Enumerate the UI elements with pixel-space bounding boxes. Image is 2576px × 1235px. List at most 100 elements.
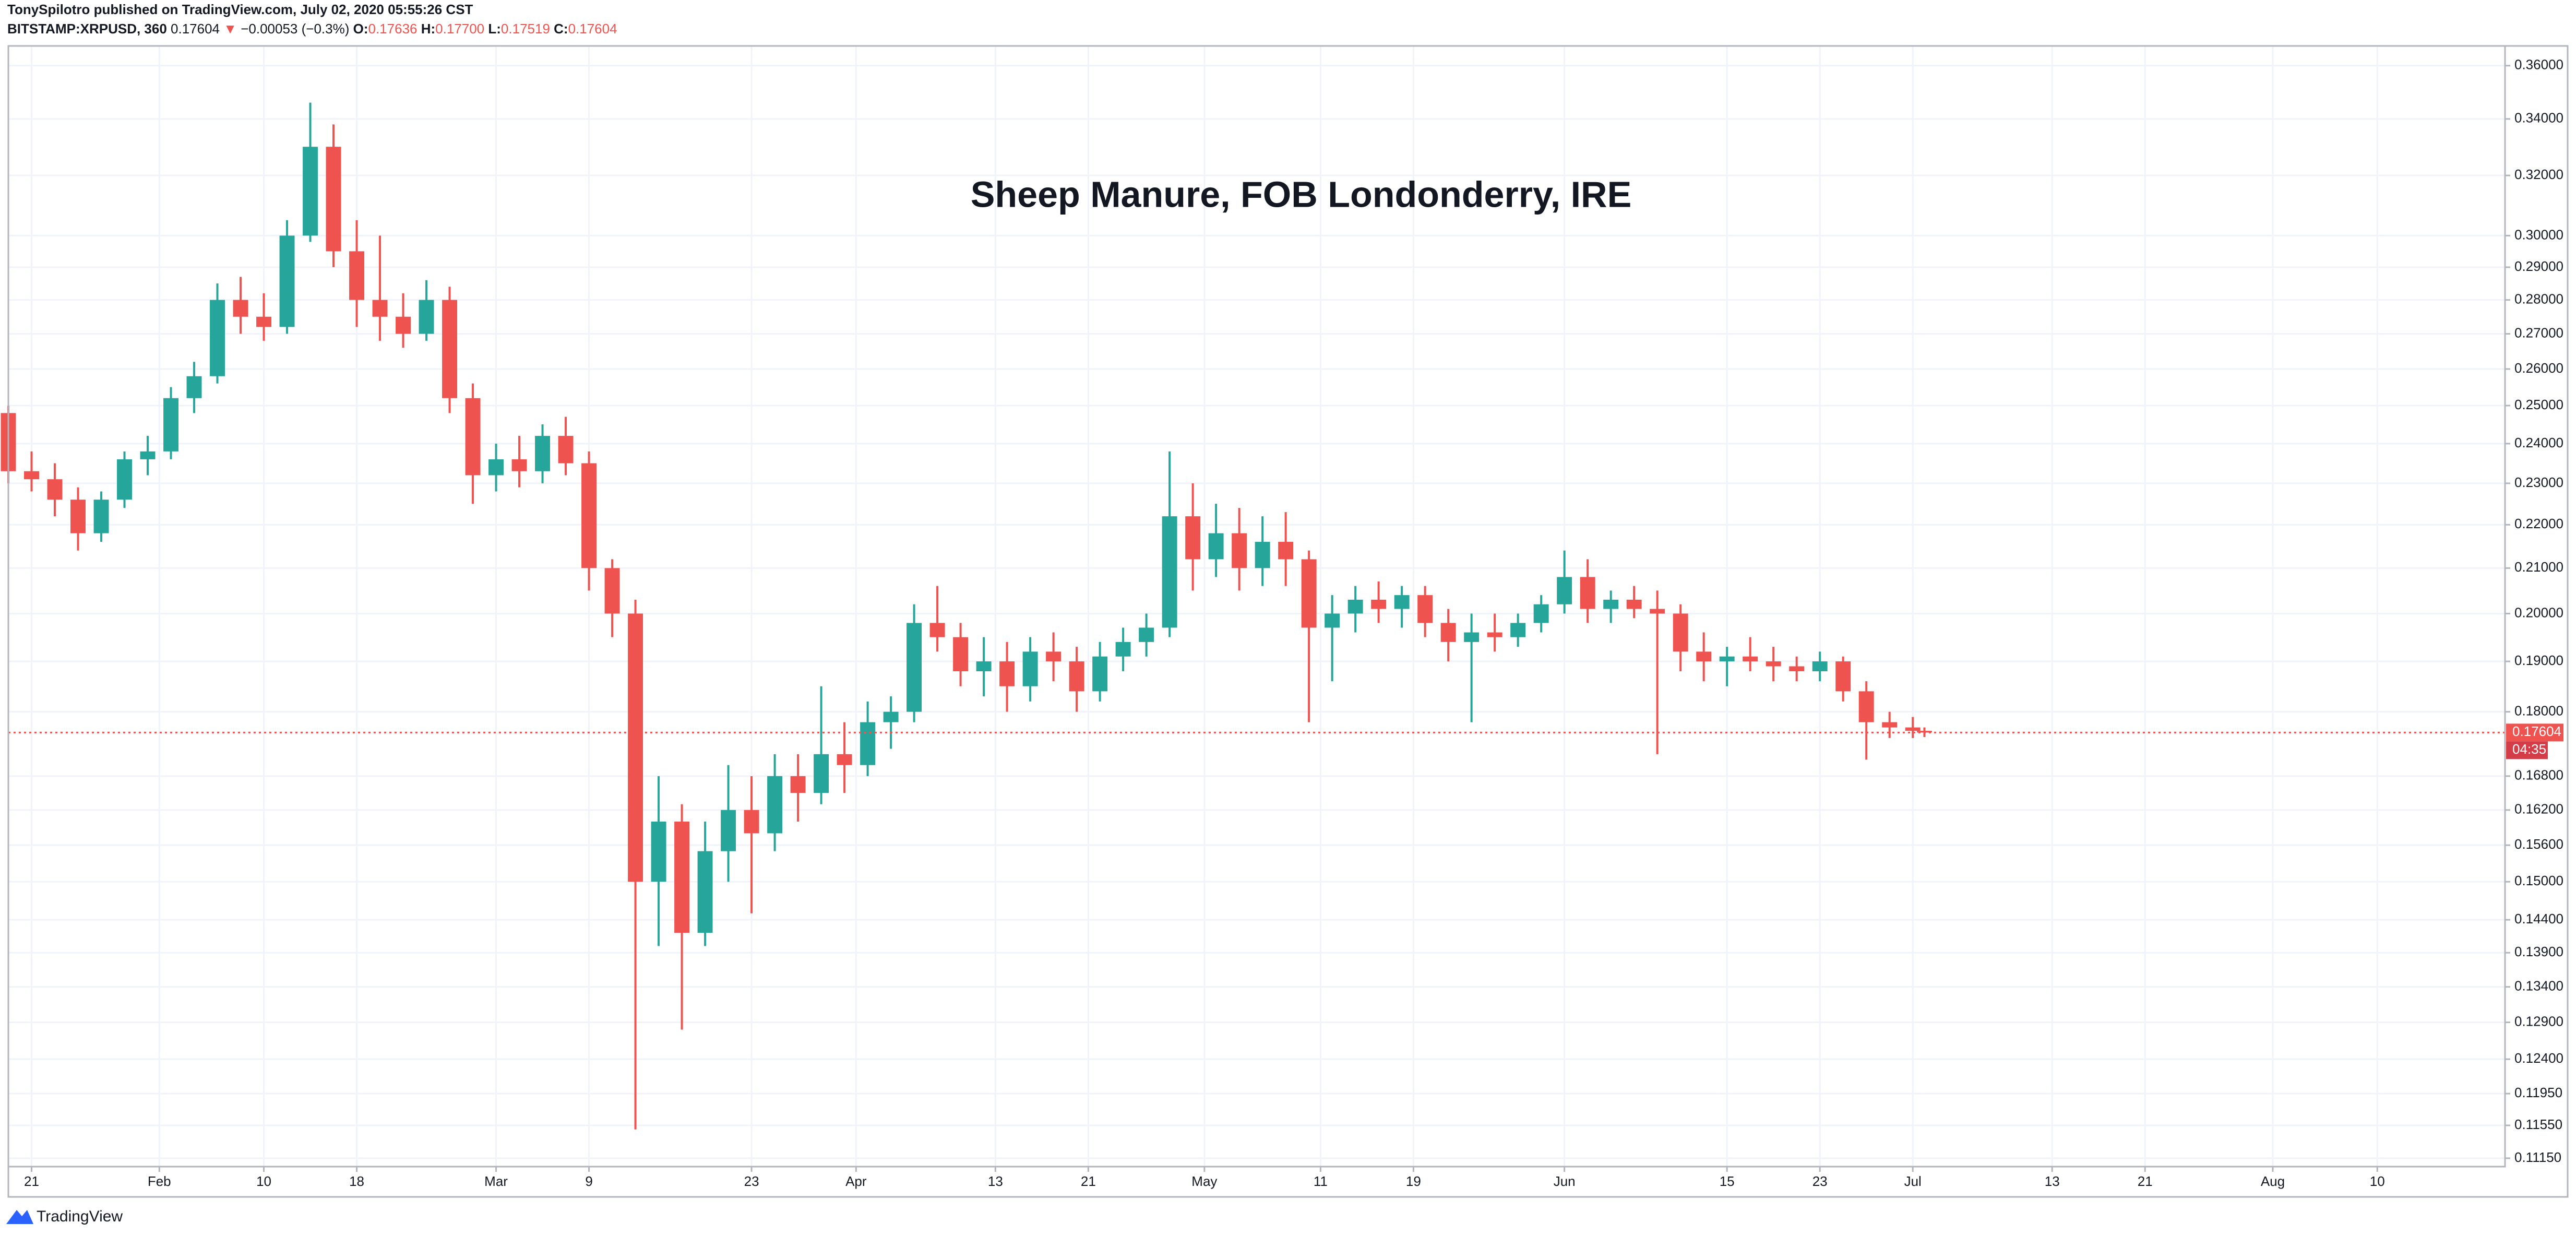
- candle-body: [93, 500, 109, 533]
- candle-body: [372, 300, 388, 317]
- candle-body: [883, 711, 899, 722]
- x-tick-label: Jul: [1904, 1173, 1922, 1189]
- candle-body: [1347, 599, 1363, 614]
- candle-body: [767, 776, 783, 834]
- candle-body: [1696, 651, 1712, 662]
- brand-logo: TradingView: [6, 1208, 123, 1225]
- x-tick-label: 15: [1720, 1173, 1735, 1189]
- candle-body: [1394, 595, 1410, 609]
- x-tick-label: 19: [1406, 1173, 1421, 1189]
- candle-body: [233, 300, 248, 317]
- candle-body: [721, 810, 736, 851]
- y-tick-label: 0.18000: [2514, 703, 2563, 719]
- change: −0.00053 (−0.3%): [241, 21, 349, 37]
- candle-body: [1417, 595, 1433, 623]
- y-tick-label: 0.20000: [2514, 604, 2563, 620]
- candle-body: [163, 398, 178, 452]
- x-tick-label: 9: [585, 1173, 592, 1189]
- y-tick-label: 0.32000: [2514, 167, 2563, 182]
- candle-body: [837, 754, 852, 765]
- candle-body: [1766, 661, 1781, 667]
- ohlc-label: O:: [353, 21, 368, 37]
- candle-body: [558, 436, 574, 464]
- y-tick-label: 0.12400: [2514, 1050, 2563, 1066]
- ohlc-label: H:: [421, 21, 435, 37]
- candle-body: [651, 821, 666, 882]
- ohlc-value: 0.17604: [568, 21, 617, 37]
- y-tick-label: 0.36000: [2514, 57, 2563, 73]
- candle-body: [1603, 599, 1619, 609]
- candle-body: [1557, 577, 1572, 604]
- candle-body: [674, 821, 690, 933]
- candle-body: [953, 637, 969, 671]
- candle-body: [1232, 533, 1247, 568]
- x-tick-label: May: [1191, 1173, 1217, 1189]
- candle-body: [1812, 661, 1828, 671]
- candle-body: [1464, 632, 1480, 642]
- candle-body: [349, 251, 364, 300]
- y-tick-label: 0.19000: [2514, 652, 2563, 668]
- y-tick-label: 0.15000: [2514, 873, 2563, 888]
- candle-body: [929, 623, 945, 637]
- x-tick-label: Aug: [2261, 1173, 2285, 1189]
- ohlc-label: C:: [554, 21, 568, 37]
- ohlc-value: 0.17636: [368, 21, 418, 37]
- countdown-tag: [2506, 741, 2548, 759]
- candle-body: [1069, 661, 1084, 692]
- candle-body: [210, 300, 225, 376]
- candle-body: [1255, 542, 1270, 568]
- logo-icon: [6, 1210, 33, 1224]
- candle-body: [1162, 516, 1177, 628]
- y-tick-label: 0.27000: [2514, 325, 2563, 340]
- candle-body: [744, 810, 759, 834]
- x-tick-label: Mar: [484, 1173, 508, 1189]
- candle-body: [697, 851, 713, 933]
- candle-body: [1139, 627, 1154, 642]
- ohlc-value: 0.17700: [435, 21, 484, 37]
- candle-body: [604, 568, 620, 614]
- x-tick-label: 11: [1314, 1173, 1328, 1189]
- x-tick-label: 18: [349, 1173, 364, 1189]
- candle-body: [1789, 666, 1805, 671]
- y-tick-label: 0.13900: [2514, 944, 2563, 959]
- arrow: ▼: [223, 21, 237, 37]
- candle-body: [581, 463, 597, 568]
- candle-body: [1046, 651, 1062, 662]
- candle-body: [1185, 516, 1201, 560]
- outer-frame: [7, 45, 2569, 1198]
- candle-body: [1626, 599, 1642, 609]
- x-tick-label: Feb: [148, 1173, 171, 1189]
- candle-body: [535, 436, 551, 471]
- candle-body: [1580, 577, 1595, 609]
- y-tick-label: 0.13400: [2514, 978, 2563, 994]
- y-tick-label: 0.16800: [2514, 767, 2563, 783]
- candle-body: [279, 235, 295, 327]
- x-tick-label: 21: [1081, 1173, 1096, 1189]
- y-tick-label: 0.11150: [2514, 1149, 2561, 1165]
- y-tick-label: 0.34000: [2514, 110, 2563, 126]
- candle-body: [907, 623, 922, 712]
- candle-body: [1510, 623, 1526, 637]
- candle-body: [860, 722, 876, 765]
- candle-body: [442, 300, 458, 398]
- grid: [8, 46, 2505, 1167]
- candle-body: [1835, 661, 1851, 692]
- ohlc-label: L:: [488, 21, 501, 37]
- candles: [1, 102, 2505, 1130]
- candle-body: [186, 376, 202, 398]
- candle-body: [1115, 642, 1131, 657]
- candle-body: [976, 661, 992, 671]
- candle-body: [1208, 533, 1224, 560]
- candle-body: [1905, 727, 1921, 731]
- symbol-line: BITSTAMP:XRPUSD, 360 0.17604 ▼ −0.00053 …: [7, 21, 617, 37]
- y-tick-label: 0.16200: [2514, 801, 2563, 817]
- candle-body: [1719, 656, 1735, 662]
- candle-body: [256, 316, 271, 327]
- candle-body: [628, 613, 643, 882]
- symbol: BITSTAMP:XRPUSD, 360: [7, 21, 167, 37]
- candle-body: [117, 459, 132, 500]
- candle-body: [140, 451, 156, 459]
- y-tick-label: 0.25000: [2514, 397, 2563, 412]
